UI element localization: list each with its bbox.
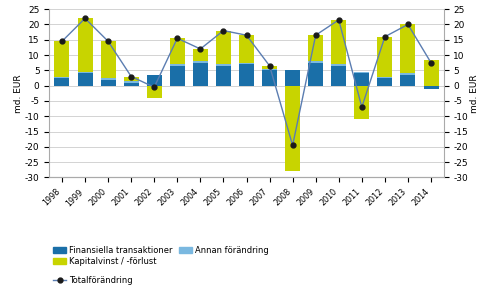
Bar	[216, 64, 231, 66]
Bar	[354, 86, 369, 119]
Bar	[331, 66, 346, 86]
Bar	[147, 86, 162, 98]
Bar	[101, 80, 116, 86]
Bar	[400, 73, 416, 75]
Bar	[239, 35, 254, 63]
Bar	[262, 66, 277, 69]
Bar	[331, 20, 346, 64]
Bar	[308, 61, 323, 63]
Bar	[77, 73, 93, 86]
Bar	[354, 73, 369, 86]
Bar	[423, 60, 438, 86]
Bar	[101, 41, 116, 78]
Bar	[308, 63, 323, 86]
Bar	[124, 81, 139, 83]
Bar	[331, 64, 346, 66]
Bar	[239, 64, 254, 86]
Bar	[354, 72, 369, 73]
Bar	[55, 78, 70, 86]
Bar	[170, 64, 185, 66]
Legend: Totalförändring: Totalförändring	[53, 276, 133, 285]
Y-axis label: md. EUR: md. EUR	[469, 74, 479, 113]
Bar	[216, 31, 231, 64]
Bar	[77, 72, 93, 73]
Bar	[285, 86, 300, 171]
Bar	[193, 49, 208, 61]
Bar	[77, 18, 93, 72]
Bar	[285, 70, 300, 86]
Bar	[423, 86, 438, 89]
Bar	[193, 61, 208, 63]
Bar	[262, 69, 277, 70]
Bar	[377, 78, 392, 86]
Bar	[55, 41, 70, 76]
Bar	[377, 37, 392, 76]
Bar	[124, 83, 139, 86]
Bar	[377, 76, 392, 78]
Bar	[124, 76, 139, 81]
Bar	[308, 35, 323, 61]
Bar	[400, 24, 416, 73]
Bar	[400, 75, 416, 86]
Bar	[147, 75, 162, 86]
Bar	[170, 66, 185, 86]
Bar	[55, 76, 70, 78]
Bar	[170, 38, 185, 64]
Bar	[193, 63, 208, 86]
Y-axis label: md. EUR: md. EUR	[14, 74, 24, 113]
Bar	[216, 66, 231, 86]
Bar	[101, 78, 116, 80]
Bar	[262, 70, 277, 86]
Bar	[239, 63, 254, 64]
